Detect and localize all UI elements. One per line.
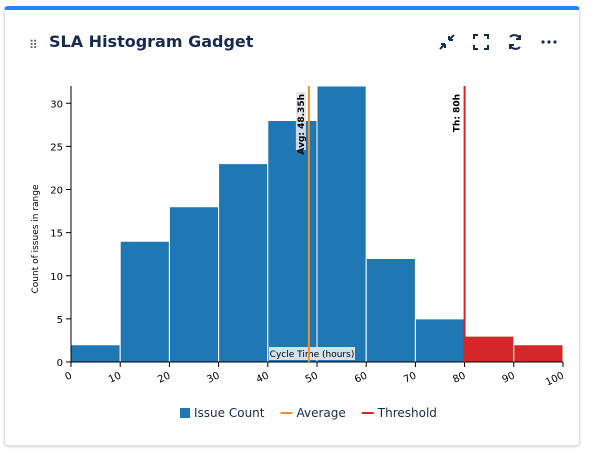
y-tick-label: 30 bbox=[50, 99, 63, 110]
x-tick-label: 100 bbox=[544, 370, 566, 388]
x-tick-label: 10 bbox=[107, 370, 123, 385]
gadget-header: ⠿ SLA Histogram Gadget bbox=[5, 10, 579, 80]
average-label: Avg: 48.35h bbox=[297, 94, 307, 155]
legend-swatch bbox=[180, 408, 190, 418]
gadget-title: SLA Histogram Gadget bbox=[49, 32, 254, 51]
y-tick-label: 0 bbox=[57, 358, 63, 369]
y-tick-label: 20 bbox=[50, 186, 63, 197]
more-icon[interactable] bbox=[539, 32, 559, 52]
histogram-bar bbox=[168, 206, 220, 363]
legend-label: Threshold bbox=[377, 406, 437, 420]
x-axis-label: Cycle Time (hours) bbox=[270, 350, 355, 360]
y-tick-label: 5 bbox=[57, 315, 63, 326]
x-tick-label: 80 bbox=[451, 370, 467, 385]
y-tick-label: 25 bbox=[50, 142, 63, 153]
x-tick-label: 50 bbox=[304, 370, 320, 385]
legend-label: Issue Count bbox=[194, 406, 265, 420]
x-tick-label: 0 bbox=[64, 370, 74, 383]
x-tick-label: 40 bbox=[255, 370, 271, 385]
threshold-label: Th: 80h bbox=[453, 94, 463, 132]
histogram-bar bbox=[316, 85, 367, 363]
x-tick-label: 60 bbox=[353, 370, 369, 385]
histogram-bar bbox=[365, 258, 416, 363]
legend-label: Average bbox=[296, 406, 345, 420]
histogram-bar bbox=[513, 344, 564, 363]
histogram-bar bbox=[218, 163, 269, 363]
histogram-bar bbox=[464, 335, 515, 363]
histogram-bar bbox=[414, 318, 466, 363]
x-tick-label: 90 bbox=[501, 370, 517, 385]
x-tick-label: 20 bbox=[156, 370, 172, 385]
collapse-icon[interactable] bbox=[437, 32, 457, 52]
y-tick-label: 10 bbox=[50, 272, 63, 283]
y-axis-label: Count of issues in range bbox=[31, 184, 41, 293]
x-tick-label: 30 bbox=[205, 370, 221, 385]
drag-handle-icon[interactable]: ⠿ bbox=[29, 38, 38, 52]
histogram-bar bbox=[119, 240, 170, 363]
x-axis-label-background bbox=[269, 347, 355, 360]
refresh-icon[interactable] bbox=[505, 32, 525, 52]
average-label-background bbox=[295, 92, 306, 150]
fullscreen-icon[interactable] bbox=[471, 32, 491, 52]
y-tick-label: 15 bbox=[50, 229, 63, 240]
histogram-bar bbox=[70, 344, 121, 363]
gadget-toolbar bbox=[437, 32, 559, 52]
x-tick-label: 70 bbox=[402, 370, 418, 385]
